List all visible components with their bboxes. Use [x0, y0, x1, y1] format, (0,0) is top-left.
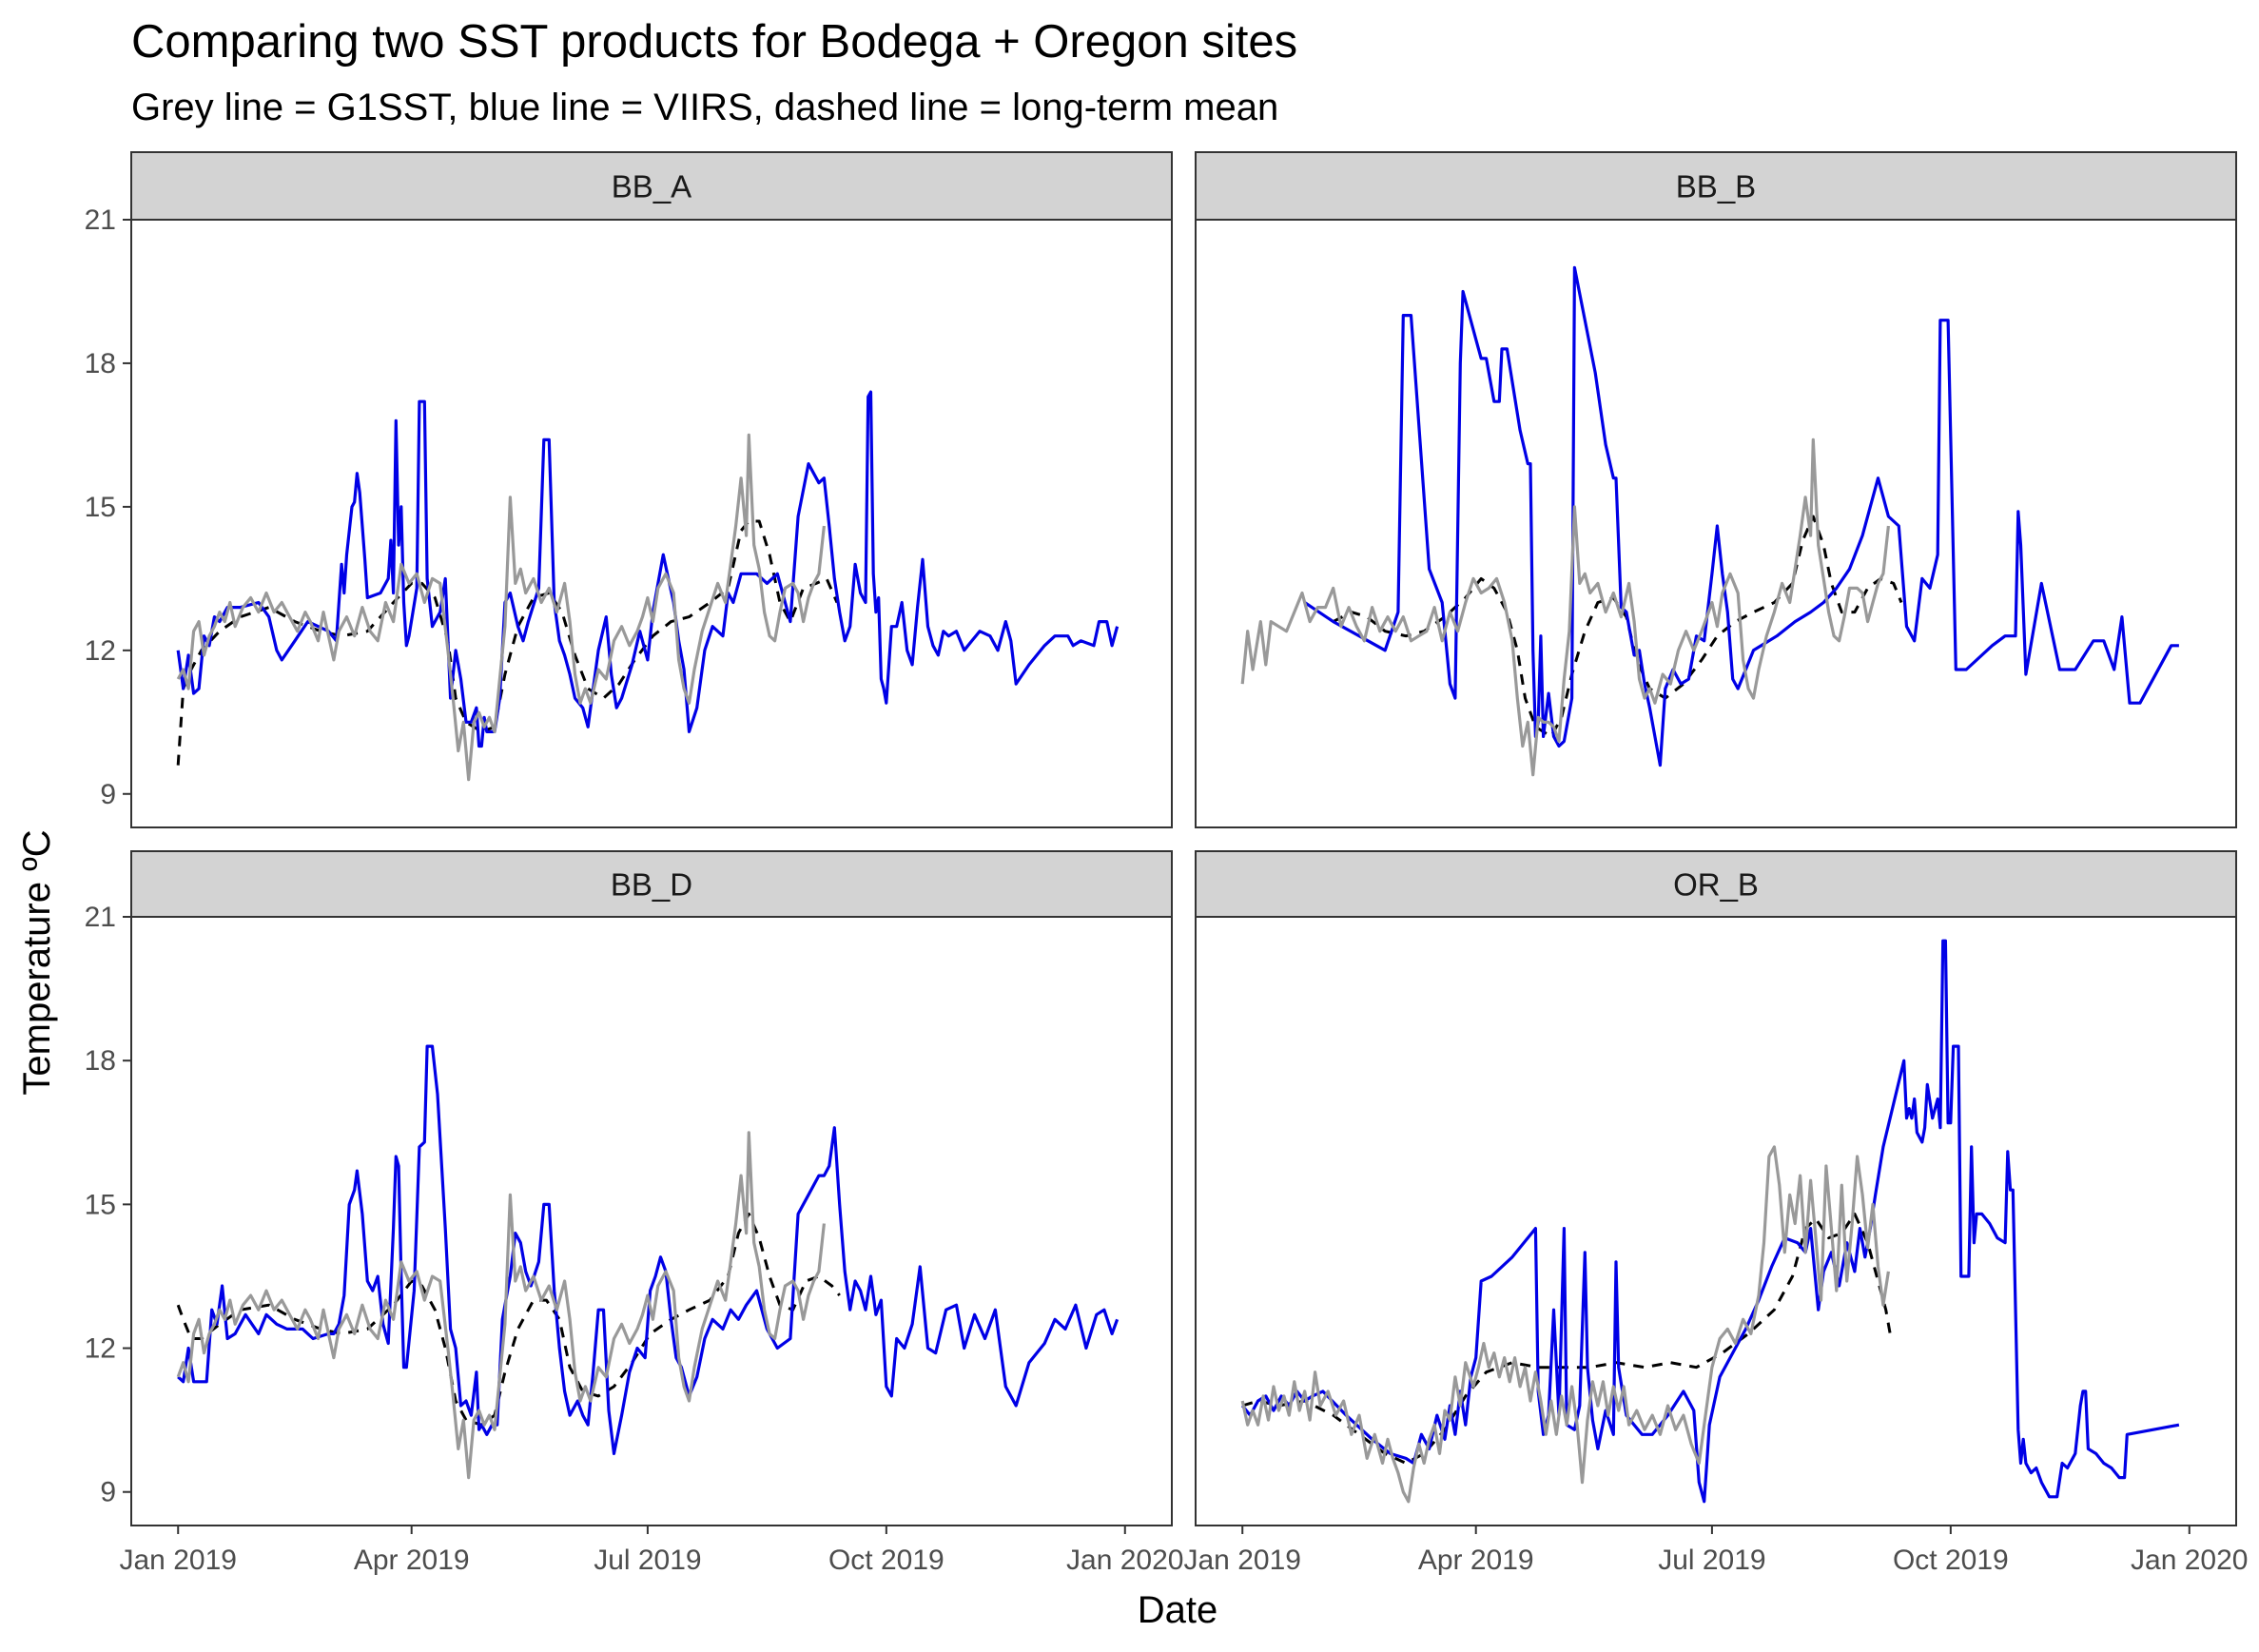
series-line-grey — [1240, 437, 1890, 777]
facet-strip — [1195, 151, 2237, 221]
x-tick-label: Oct 2019 — [1893, 1545, 2009, 1576]
y-axis-title: Temperature ºC — [16, 829, 58, 1095]
facet-strip-label: BB_A — [612, 169, 691, 204]
x-tick-label: Jan 2019 — [120, 1545, 237, 1576]
y-tick-label: 21 — [85, 902, 116, 933]
y-tick-label: 9 — [100, 779, 116, 810]
series-lines — [1240, 265, 2179, 777]
facet-strip-label: OR_B — [1673, 867, 1759, 903]
panel-border — [1195, 219, 2237, 828]
facet-strip — [130, 850, 1173, 918]
y-tick-label: 12 — [85, 635, 116, 667]
facet-panel-or-b: OR_B — [1195, 850, 2237, 1526]
series-line-dashed — [176, 519, 839, 766]
y-tick-label: 15 — [85, 1189, 116, 1220]
panel-border — [130, 219, 1173, 828]
x-tick-label: Apr 2019 — [1418, 1545, 1534, 1576]
x-tick-label: Jul 2019 — [594, 1545, 701, 1576]
series-lines — [176, 390, 1120, 782]
x-tick-label: Jul 2019 — [1658, 1545, 1765, 1576]
panel-border — [1195, 916, 2237, 1526]
series-line-blue — [177, 1044, 1120, 1455]
facet-strip-label: BB_B — [1676, 169, 1756, 204]
facet-panel-bb-a: BB_A — [130, 151, 1173, 828]
x-axes: Jan 2019 Apr 2019 Jul 2019 Oct 2019 Jan 2020… — [120, 1526, 2248, 1576]
panel-border — [130, 916, 1173, 1526]
y-tick-label: 15 — [85, 492, 116, 523]
series-line-blue — [176, 390, 1120, 748]
facet-strip — [130, 151, 1173, 221]
y-tick-label: 21 — [85, 204, 116, 236]
facet-strip-label: BB_D — [611, 867, 692, 903]
facet-panels: BB_A BB_B BB_D OR_B — [130, 151, 2237, 1526]
x-tick-label: Jan 2019 — [1184, 1545, 1301, 1576]
chart-title: Comparing two SST products for Bodega + … — [131, 16, 1297, 68]
x-axis-title: Date — [1138, 1589, 1218, 1631]
series-line-grey — [176, 1131, 826, 1480]
x-tick-label: Oct 2019 — [828, 1545, 944, 1576]
x-tick-label: Jan 2020 — [1066, 1545, 1183, 1576]
y-tick-label: 18 — [85, 348, 116, 379]
series-line-blue — [1240, 939, 2180, 1504]
panel-background — [1196, 917, 2236, 1526]
y-tick-label: 9 — [100, 1477, 116, 1508]
series-lines — [1240, 939, 2180, 1504]
x-tick-label: Apr 2019 — [354, 1545, 470, 1576]
y-axes: 9 12 15 18 21 9 12 15 18 21 — [85, 204, 131, 1508]
series-line-grey — [176, 433, 826, 782]
series-line-grey — [1240, 1145, 1890, 1504]
series-line-dashed — [176, 1212, 841, 1427]
chart-subtitle: Grey line = G1SST, blue line = VIIRS, da… — [131, 87, 1278, 128]
series-lines — [176, 1044, 1120, 1480]
panel-background — [131, 917, 1172, 1526]
panel-background — [131, 220, 1172, 827]
y-tick-label: 18 — [85, 1045, 116, 1077]
x-tick-label: Jan 2020 — [2131, 1545, 2248, 1576]
facet-panel-bb-d: BB_D — [130, 850, 1173, 1526]
series-line-blue — [1303, 265, 2179, 768]
facet-panel-bb-b: BB_B — [1195, 151, 2237, 828]
y-tick-label: 12 — [85, 1333, 116, 1365]
panel-background — [1196, 220, 2236, 827]
